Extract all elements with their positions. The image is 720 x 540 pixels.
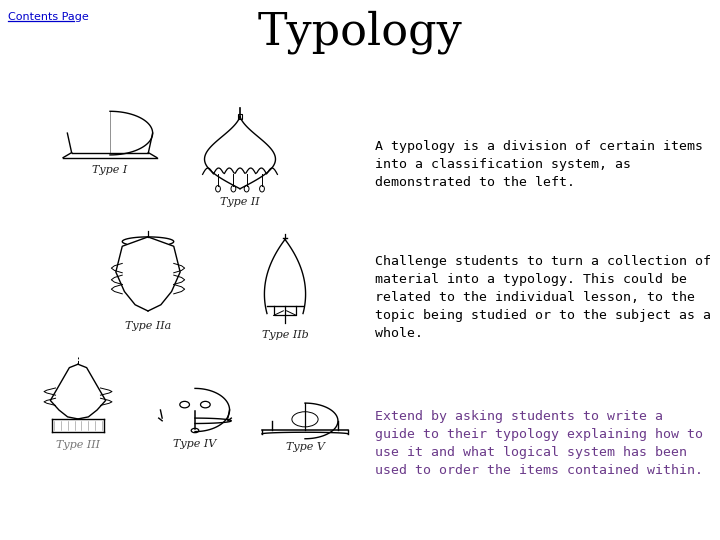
Text: Type V: Type V bbox=[286, 442, 325, 452]
Ellipse shape bbox=[244, 186, 249, 192]
Bar bbox=[238, 114, 243, 119]
Text: Contents Page: Contents Page bbox=[8, 12, 89, 22]
Ellipse shape bbox=[201, 401, 210, 408]
Text: Type IV: Type IV bbox=[174, 440, 217, 449]
Ellipse shape bbox=[180, 401, 189, 408]
Ellipse shape bbox=[231, 186, 236, 192]
Ellipse shape bbox=[192, 428, 199, 433]
Ellipse shape bbox=[215, 186, 220, 192]
Text: Type III: Type III bbox=[56, 440, 100, 450]
Text: Challenge students to turn a collection of
material into a typology. This could : Challenge students to turn a collection … bbox=[375, 255, 711, 340]
Text: A typology is a division of certain items
into a classification system, as
demon: A typology is a division of certain item… bbox=[375, 140, 703, 189]
Ellipse shape bbox=[292, 411, 318, 427]
Ellipse shape bbox=[260, 186, 264, 192]
Text: Type IIb: Type IIb bbox=[261, 329, 308, 340]
Text: Type IIa: Type IIa bbox=[125, 321, 171, 331]
Text: Type I: Type I bbox=[92, 165, 127, 174]
Text: Extend by asking students to write a
guide to their typology explaining how to
u: Extend by asking students to write a gui… bbox=[375, 410, 703, 477]
Text: Type II: Type II bbox=[220, 197, 260, 207]
Text: Typology: Typology bbox=[258, 10, 462, 53]
